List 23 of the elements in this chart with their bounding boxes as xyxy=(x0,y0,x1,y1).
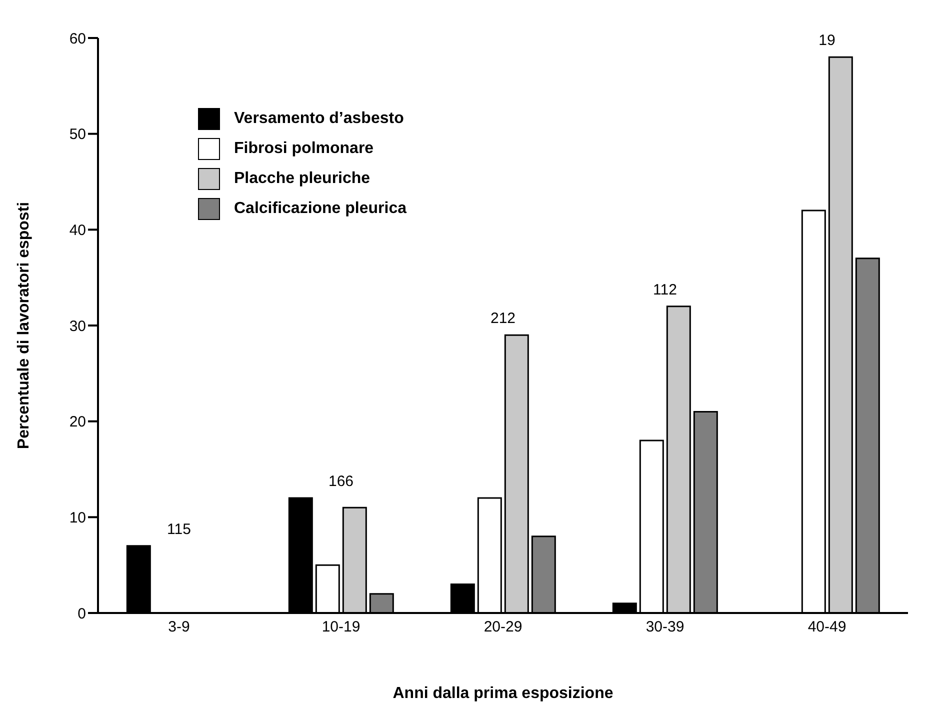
legend-label: Fibrosi polmonare xyxy=(234,140,374,158)
x-tick-label: 30-39 xyxy=(646,618,684,636)
legend-label: Placche pleuriche xyxy=(234,170,370,188)
y-tick-label: 10 xyxy=(69,509,86,526)
x-tick-label: 40-49 xyxy=(808,618,846,636)
x-axis-title: Anni dalla prima esposizione xyxy=(392,685,614,702)
annotation: 166 xyxy=(328,473,354,490)
annotation: 19 xyxy=(818,32,836,50)
legend-label: Versamento d’asbesto xyxy=(234,110,404,128)
y-axis-title: Percentuale di lavoratori esposti xyxy=(16,202,33,450)
legend-label: Calcificazione pleurica xyxy=(234,200,407,218)
x-tick-label: 10-19 xyxy=(322,618,360,636)
annotation: 212 xyxy=(490,310,516,328)
y-tick-label: 60 xyxy=(69,30,86,48)
annotation: 112 xyxy=(653,281,677,298)
y-tick-label: 20 xyxy=(69,414,86,431)
y-tick-label: 0 xyxy=(78,605,86,622)
y-tick-label: 50 xyxy=(69,126,86,144)
x-tick-label: 3-9 xyxy=(168,618,190,636)
x-tick-label: 20-29 xyxy=(484,618,522,636)
y-tick-label: 40 xyxy=(69,222,86,239)
annotation: 115 xyxy=(167,520,191,538)
y-tick-label: 30 xyxy=(69,318,86,335)
